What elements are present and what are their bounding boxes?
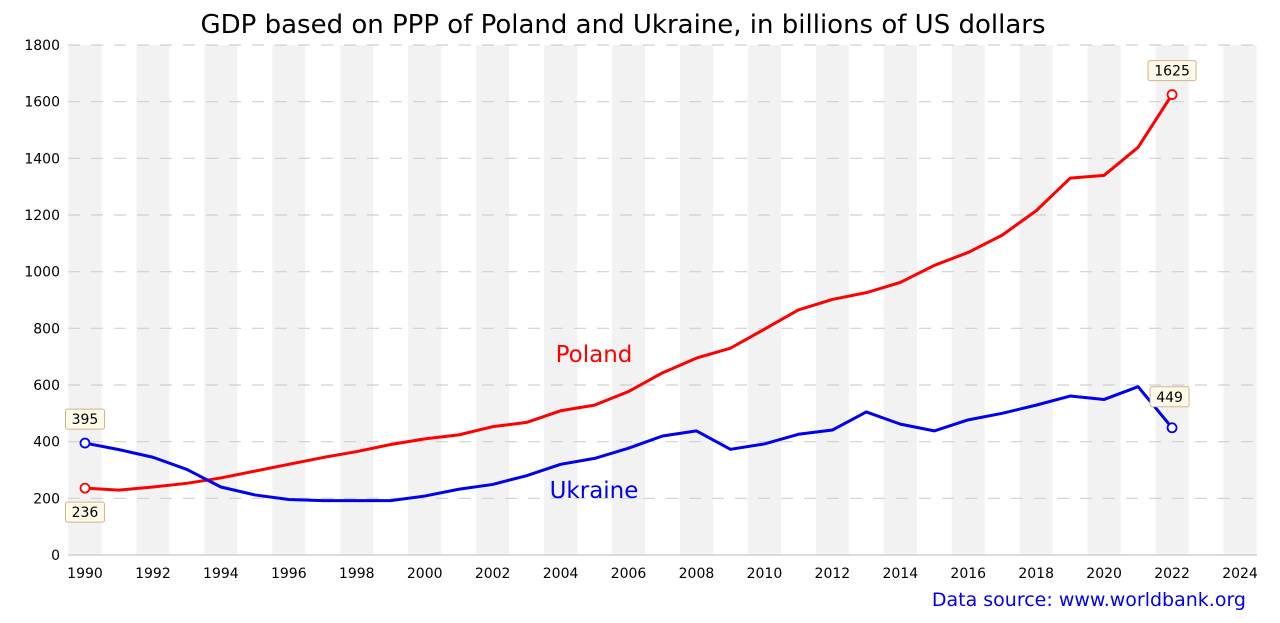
endpoint-marker [1166,89,1178,100]
chart-title: GDP based on PPP of Poland and Ukraine, … [200,10,1045,40]
endpoint-marker [1166,422,1178,434]
gridlines [68,44,1257,499]
x-tick-label: 2018 [1018,566,1054,582]
x-tick-label: 2006 [611,566,647,582]
x-tick-label: 2024 [1222,566,1258,582]
band-2022 [1155,45,1189,555]
series-lines [84,93,1174,503]
annotation-label: 395 [72,412,99,428]
band-2020 [1087,45,1121,555]
band-2006 [612,45,646,555]
endpoint-marker [79,437,91,449]
series-label-ukraine: Ukraine [550,478,639,504]
x-tick-label: 2016 [950,566,986,582]
band-2018 [1019,45,1053,555]
annotation-box [1149,386,1190,408]
x-tick-label: 1996 [271,566,307,582]
band-1996 [272,45,306,555]
band-2024 [1223,45,1257,555]
band-2014 [883,45,917,555]
band-1990 [68,45,102,555]
band-2008 [679,45,713,555]
y-tick-label: 400 [33,435,60,451]
y-tick-label: 600 [33,378,60,394]
annotation-box [64,408,105,430]
x-tick-label: 1994 [203,566,239,582]
y-tick-label: 200 [33,491,60,507]
x-tick-label: 1998 [339,566,375,582]
band-1992 [136,45,170,555]
x-tick-label: 1990 [67,566,103,582]
x-tick-label: 2002 [475,566,511,582]
annotation-box [1147,60,1197,82]
band-1998 [340,45,374,555]
band-2016 [951,45,985,555]
y-tick-label: 1000 [24,265,60,281]
series-line-ukraine [84,385,1174,503]
x-tick-label: 2008 [679,566,715,582]
y-tick-label: 0 [51,548,60,564]
x-tick-label: 2004 [543,566,579,582]
background-bands [68,45,1257,555]
band-2000 [408,45,442,555]
x-tick-label: 2014 [882,566,918,582]
band-2002 [476,45,510,555]
annotation-label: 449 [1156,390,1183,406]
x-tick-label: 2022 [1154,566,1190,582]
x-tick-label: 1992 [135,566,171,582]
annotation-label: 236 [72,505,99,521]
y-tick-label: 1800 [24,38,60,54]
y-tick-label: 800 [33,321,60,337]
band-2004 [544,45,578,555]
endpoint-marker [79,482,91,494]
data-source-link[interactable]: Data source: www.worldbank.org [932,589,1246,611]
x-tick-label: 2010 [747,566,783,582]
series-line-poland [84,93,1174,492]
annotation-label: 1625 [1154,64,1190,80]
band-1994 [204,45,238,555]
y-tick-label: 1400 [24,151,60,167]
x-axis-ticks: 1990 1992 1994 1996 1998 2000 2002 2004 2006 2008… [67,566,1258,582]
x-tick-label: 2020 [1086,566,1122,582]
y-axis-ticks: 0 200 400 600 800 1000 1200 1400 1600 1800 [24,38,60,564]
band-2010 [747,45,781,555]
y-tick-label: 1600 [24,95,60,111]
annotations: 236 1625 395 449 [64,60,1197,523]
annotation-box [64,501,105,523]
y-tick-label: 1200 [24,208,60,224]
series-label-poland: Poland [556,342,633,368]
x-tick-label: 2000 [407,566,443,582]
x-tick-label: 2012 [815,566,851,582]
